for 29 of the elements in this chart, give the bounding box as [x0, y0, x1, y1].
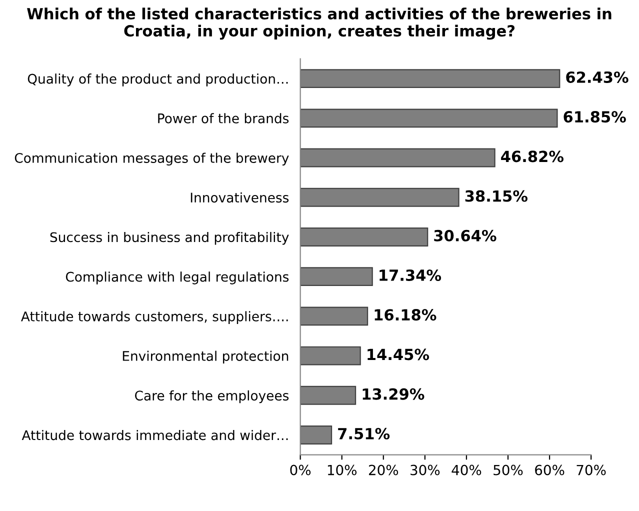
x-tick-label: 10% [328, 464, 357, 476]
x-tick-label: 40% [452, 464, 482, 476]
data-label: 30.64% [434, 230, 496, 242]
y-tick-label: Attitude towards immediate and wider… [22, 430, 288, 440]
y-tick-label: Compliance with legal regulations [66, 272, 289, 284]
data-label: 7.51% [338, 428, 390, 440]
y-tick-label: Success in business and profitability [50, 232, 289, 245]
data-label: 13.29% [362, 388, 424, 400]
y-tick-label: Power of the brands [158, 113, 289, 124]
y-tick-label: Care for the employees [135, 390, 289, 404]
chart-title: Which of the listed characteristics and activities of the breweries in Croatia, in your opinion, creates their image? [27, 8, 612, 40]
data-label: 38.15% [465, 190, 528, 202]
data-label: 16.18% [374, 309, 436, 321]
y-tick-label: Attitude towards customers, suppliers…. [21, 311, 288, 324]
y-tick-label: Environmental protection [122, 350, 288, 364]
x-tick-label: 30% [410, 464, 440, 476]
data-label: 61.85% [564, 111, 626, 123]
data-label: 62.43% [566, 71, 628, 83]
data-label: 14.45% [368, 348, 430, 360]
x-tick-label: 70% [576, 464, 606, 476]
x-tick-label: 50% [494, 464, 523, 476]
data-label: 17.34% [380, 269, 442, 282]
y-tick-label: Quality of the product and production… [28, 74, 288, 86]
data-label: 46.82% [501, 150, 564, 162]
x-tick-label: 20% [368, 464, 398, 476]
x-tick-label: 60% [535, 464, 564, 476]
y-tick-label: Innovativeness [190, 192, 289, 203]
y-tick-label: Communication messages of the brewery [14, 152, 289, 166]
x-tick-label: 0% [290, 464, 311, 476]
